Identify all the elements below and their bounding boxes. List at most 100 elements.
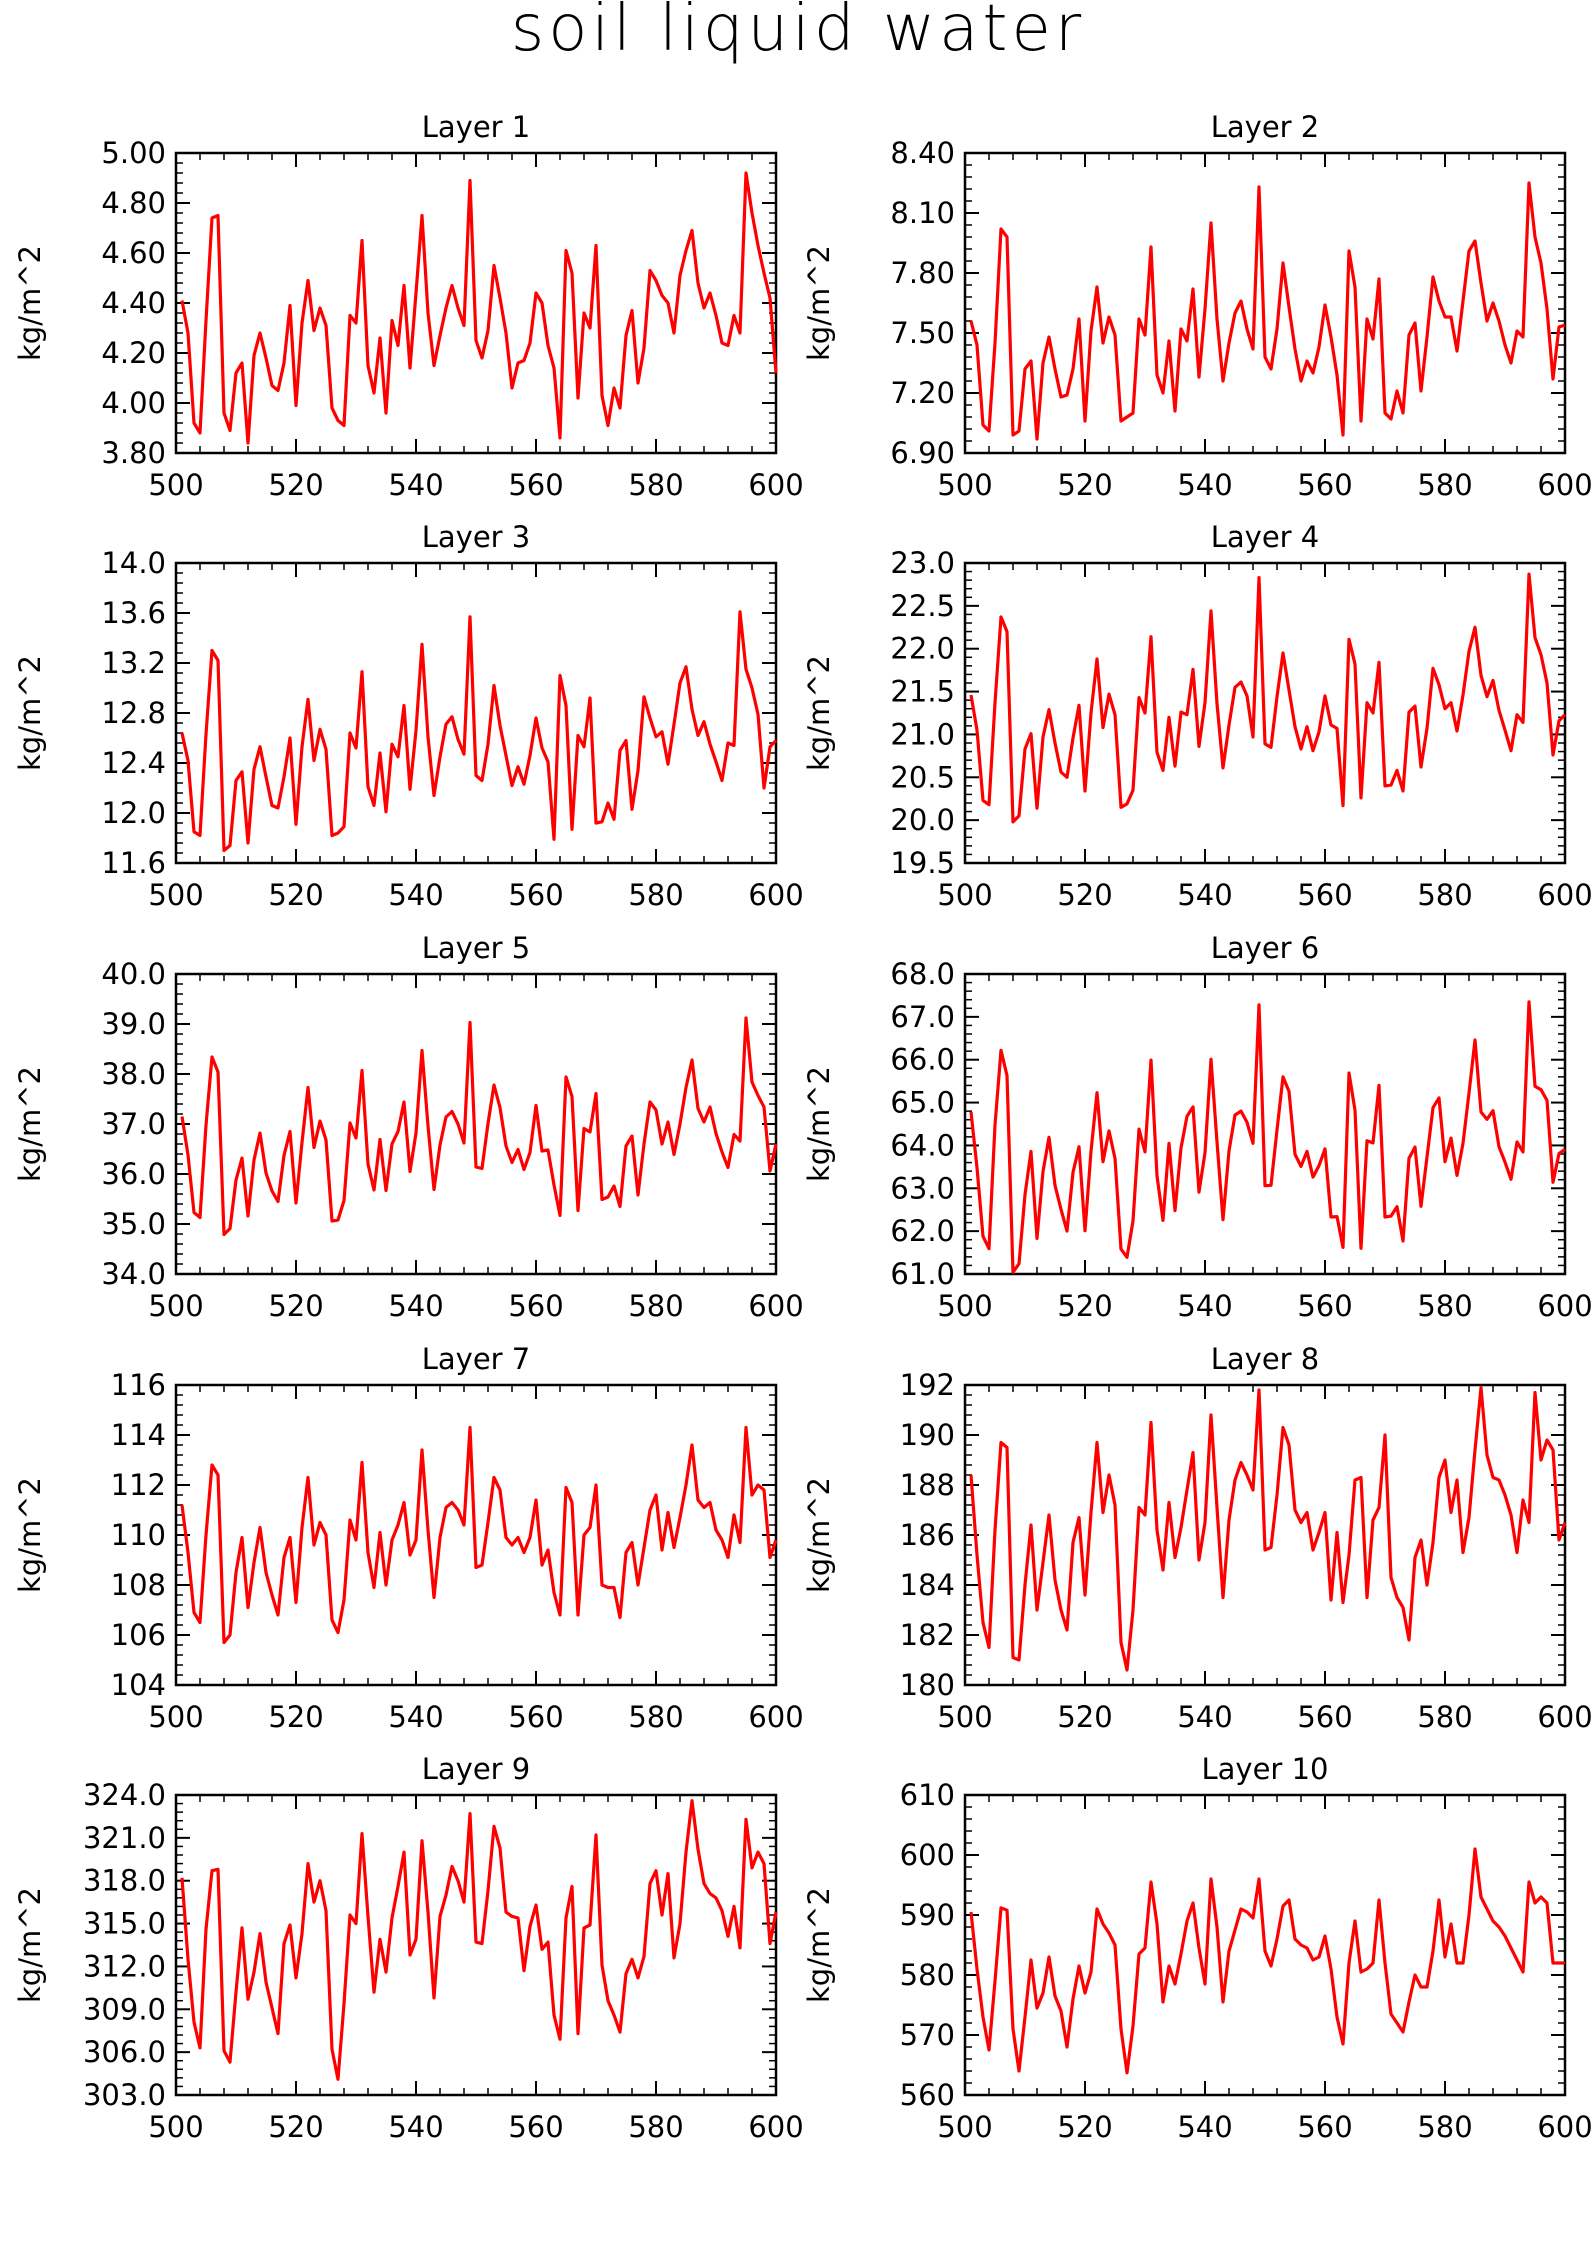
series-line xyxy=(180,610,778,853)
y-tick-label: 580 xyxy=(900,1958,955,1992)
panel-title: Layer 7 xyxy=(422,1342,531,1376)
x-tick-label: 560 xyxy=(1297,1289,1352,1323)
panels-grid: Layer 1 500 520 540 560 580 600 3.80 4.00 4.20 4.4… xyxy=(13,110,1593,2144)
x-tick-label: 540 xyxy=(388,1289,443,1323)
y-tick-label: 184 xyxy=(900,1568,955,1602)
x-tick-label: 580 xyxy=(1417,468,1472,502)
y-tick-label: 8.40 xyxy=(890,136,955,170)
y-tick-label: 35.0 xyxy=(101,1207,166,1241)
x-tick-label: 540 xyxy=(1177,2110,1232,2144)
y-tick-label: 110 xyxy=(111,1518,166,1552)
x-tick-label: 580 xyxy=(628,1289,683,1323)
x-tick-label: 540 xyxy=(388,468,443,502)
y-axis-label: kg/m^2 xyxy=(13,1066,47,1182)
y-tick-label: 570 xyxy=(900,2018,955,2052)
y-tick-label: 318.0 xyxy=(83,1864,166,1898)
x-tick-label: 580 xyxy=(628,2110,683,2144)
y-tick-label: 6.90 xyxy=(890,436,955,470)
x-tick-label: 520 xyxy=(1057,1700,1112,1734)
y-tick-label: 61.0 xyxy=(890,1257,955,1291)
plot-frame xyxy=(174,561,778,865)
x-tick-label: 500 xyxy=(148,1700,203,1734)
y-axis-label: kg/m^2 xyxy=(13,655,47,771)
y-axis-label: kg/m^2 xyxy=(13,245,47,361)
x-tick-label: 580 xyxy=(628,468,683,502)
y-tick-label: 7.50 xyxy=(890,316,955,350)
x-tick-label: 540 xyxy=(388,2110,443,2144)
y-tick-label: 324.0 xyxy=(83,1778,166,1812)
panel-5: Layer 5 500 520 540 560 580 600 34.0 35.0 36.0 37.… xyxy=(13,931,804,1323)
y-tick-label: 303.0 xyxy=(83,2078,166,2112)
panel-1: Layer 1 500 520 540 560 580 600 3.80 4.00 4.20 4.4… xyxy=(13,110,804,502)
x-tick-label: 580 xyxy=(628,1700,683,1734)
panel-title: Layer 1 xyxy=(422,110,531,144)
series-line xyxy=(969,181,1566,441)
x-tick-label: 540 xyxy=(388,1700,443,1734)
x-tick-label: 600 xyxy=(1537,1700,1592,1734)
y-axis-label: kg/m^2 xyxy=(802,245,836,361)
x-tick-label: 580 xyxy=(1417,1700,1472,1734)
y-tick-label: 315.0 xyxy=(83,1907,166,1941)
y-tick-label: 4.40 xyxy=(101,286,166,320)
plot-frame xyxy=(174,1793,778,2097)
y-tick-label: 65.0 xyxy=(890,1086,955,1120)
x-tick-label: 600 xyxy=(1537,468,1592,502)
y-tick-label: 180 xyxy=(900,1668,955,1702)
y-tick-label: 312.0 xyxy=(83,1949,166,1983)
y-tick-label: 7.80 xyxy=(890,256,955,290)
y-tick-label: 40.0 xyxy=(101,957,166,991)
panel-7: Layer 7 500 520 540 560 580 600 104 106 108 110 112… xyxy=(13,1342,804,1734)
x-tick-label: 520 xyxy=(268,1289,323,1323)
y-tick-label: 36.0 xyxy=(101,1157,166,1191)
panel-title: Layer 6 xyxy=(1211,931,1320,965)
x-tick-label: 560 xyxy=(1297,2110,1352,2144)
panel-title: Layer 10 xyxy=(1202,1752,1329,1786)
x-tick-label: 520 xyxy=(1057,2110,1112,2144)
x-tick-label: 540 xyxy=(1177,878,1232,912)
y-axis-label: kg/m^2 xyxy=(13,1477,47,1593)
x-tick-label: 500 xyxy=(148,2110,203,2144)
panel-title: Layer 4 xyxy=(1211,520,1320,554)
y-tick-label: 12.0 xyxy=(101,796,166,830)
y-tick-label: 610 xyxy=(900,1778,955,1812)
y-tick-label: 66.0 xyxy=(890,1043,955,1077)
x-tick-label: 520 xyxy=(268,468,323,502)
x-tick-label: 600 xyxy=(1537,2110,1592,2144)
x-tick-label: 500 xyxy=(937,1289,992,1323)
y-tick-label: 190 xyxy=(900,1418,955,1452)
panel-title: Layer 9 xyxy=(422,1752,531,1786)
y-tick-label: 13.2 xyxy=(101,646,166,680)
x-tick-label: 600 xyxy=(1537,878,1592,912)
x-tick-label: 560 xyxy=(508,878,563,912)
y-tick-label: 186 xyxy=(900,1518,955,1552)
y-tick-label: 19.5 xyxy=(890,846,955,880)
y-tick-label: 67.0 xyxy=(890,1000,955,1034)
series-line xyxy=(969,1847,1565,2075)
panel-4: Layer 4 500 520 540 560 580 600 19.5 20.0 20.5 21.… xyxy=(802,520,1593,912)
x-tick-label: 500 xyxy=(937,2110,992,2144)
y-tick-label: 23.0 xyxy=(890,546,955,580)
x-tick-label: 600 xyxy=(1537,1289,1592,1323)
y-tick-label: 68.0 xyxy=(890,957,955,991)
x-tick-label: 600 xyxy=(748,1700,803,1734)
panel-9: Layer 9 500 520 540 560 580 600 303.0 306.0 309.0… xyxy=(13,1752,804,2144)
y-tick-label: 63.0 xyxy=(890,1171,955,1205)
y-tick-label: 11.6 xyxy=(101,846,166,880)
x-tick-label: 520 xyxy=(268,2110,323,2144)
y-tick-label: 106 xyxy=(111,1618,166,1652)
x-tick-label: 520 xyxy=(1057,468,1112,502)
x-tick-label: 600 xyxy=(748,1289,803,1323)
x-tick-label: 500 xyxy=(937,878,992,912)
x-tick-label: 580 xyxy=(1417,1289,1472,1323)
series-line xyxy=(180,1799,778,2081)
y-tick-label: 4.20 xyxy=(101,336,166,370)
panel-title: Layer 2 xyxy=(1211,110,1320,144)
y-tick-label: 192 xyxy=(900,1368,955,1402)
y-tick-label: 590 xyxy=(900,1898,955,1932)
x-tick-label: 500 xyxy=(148,878,203,912)
plot-frame xyxy=(963,561,1567,865)
y-tick-label: 20.5 xyxy=(890,760,955,794)
plot-frame xyxy=(963,972,1567,1276)
y-tick-label: 309.0 xyxy=(83,1992,166,2026)
